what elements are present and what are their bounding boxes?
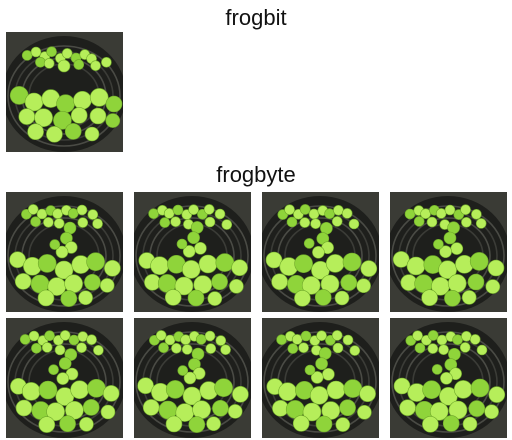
frogbit-tray-photo-icon (6, 192, 123, 312)
frogbyte-image (390, 318, 507, 438)
frogbit-image (6, 32, 123, 152)
frogbit-tray-photo-icon (6, 318, 123, 438)
frogbit-tray-photo-icon (134, 192, 251, 312)
frogbit-tray-photo-icon (262, 192, 379, 312)
frogbit-tray-photo-icon (390, 192, 507, 312)
frogbyte-image (262, 318, 379, 438)
frogbyte-image (134, 192, 251, 312)
frogbyte-image (6, 192, 123, 312)
section-title-frogbit: frogbit (225, 5, 287, 30)
frogbit-tray-photo-icon (262, 318, 379, 438)
frogbyte-image (262, 192, 379, 312)
frogbyte-image (6, 318, 123, 438)
frogbyte-image (390, 192, 507, 312)
frogbit-tray-photo-icon (134, 318, 251, 438)
frogbyte-image (134, 318, 251, 438)
section-title-frogbyte: frogbyte (216, 162, 296, 187)
frogbit-tray-photo-icon (6, 32, 123, 152)
frogbit-tray-photo-icon (390, 318, 507, 438)
